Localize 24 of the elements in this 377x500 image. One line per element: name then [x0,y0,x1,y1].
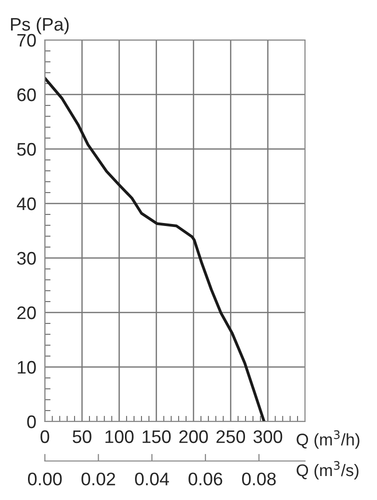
y-tick-label: 0 [27,415,36,428]
x2-tick-label: 0.04 [135,472,169,486]
y-tick-label: 10 [18,360,36,374]
line-series [44,76,266,422]
x2-axis-title: Q (m$^{3}$/s) [296,461,358,480]
y-tick-label: 20 [17,306,36,320]
y-tick-label: 50 [17,142,36,156]
y-tick-label: 30 [17,252,36,265]
x-tick-label: 100 [106,430,134,444]
x-axis-title: Q (m$^{3}$/h) [296,430,360,449]
x-tick-label: 300 [253,430,282,444]
x2-tick-label: 0.02 [82,472,116,486]
x-tick-label: 0 [40,430,50,444]
x2-tick-label: 0.06 [188,472,222,486]
x2-tick-label: 0.00 [28,472,62,486]
x2-tick-label: 0.08 [242,472,276,486]
y-tick-label: 70 [17,34,36,47]
x-tick-label: 150 [142,430,171,444]
x-tick-label: 200 [179,430,208,444]
y-tick-label: 40 [16,197,36,210]
y-tick-label: 60 [17,88,36,102]
y-axis-title: Ps (Pa) [11,17,69,34]
x-tick-label: 50 [72,430,92,444]
x-tick-label: 250 [216,430,246,444]
